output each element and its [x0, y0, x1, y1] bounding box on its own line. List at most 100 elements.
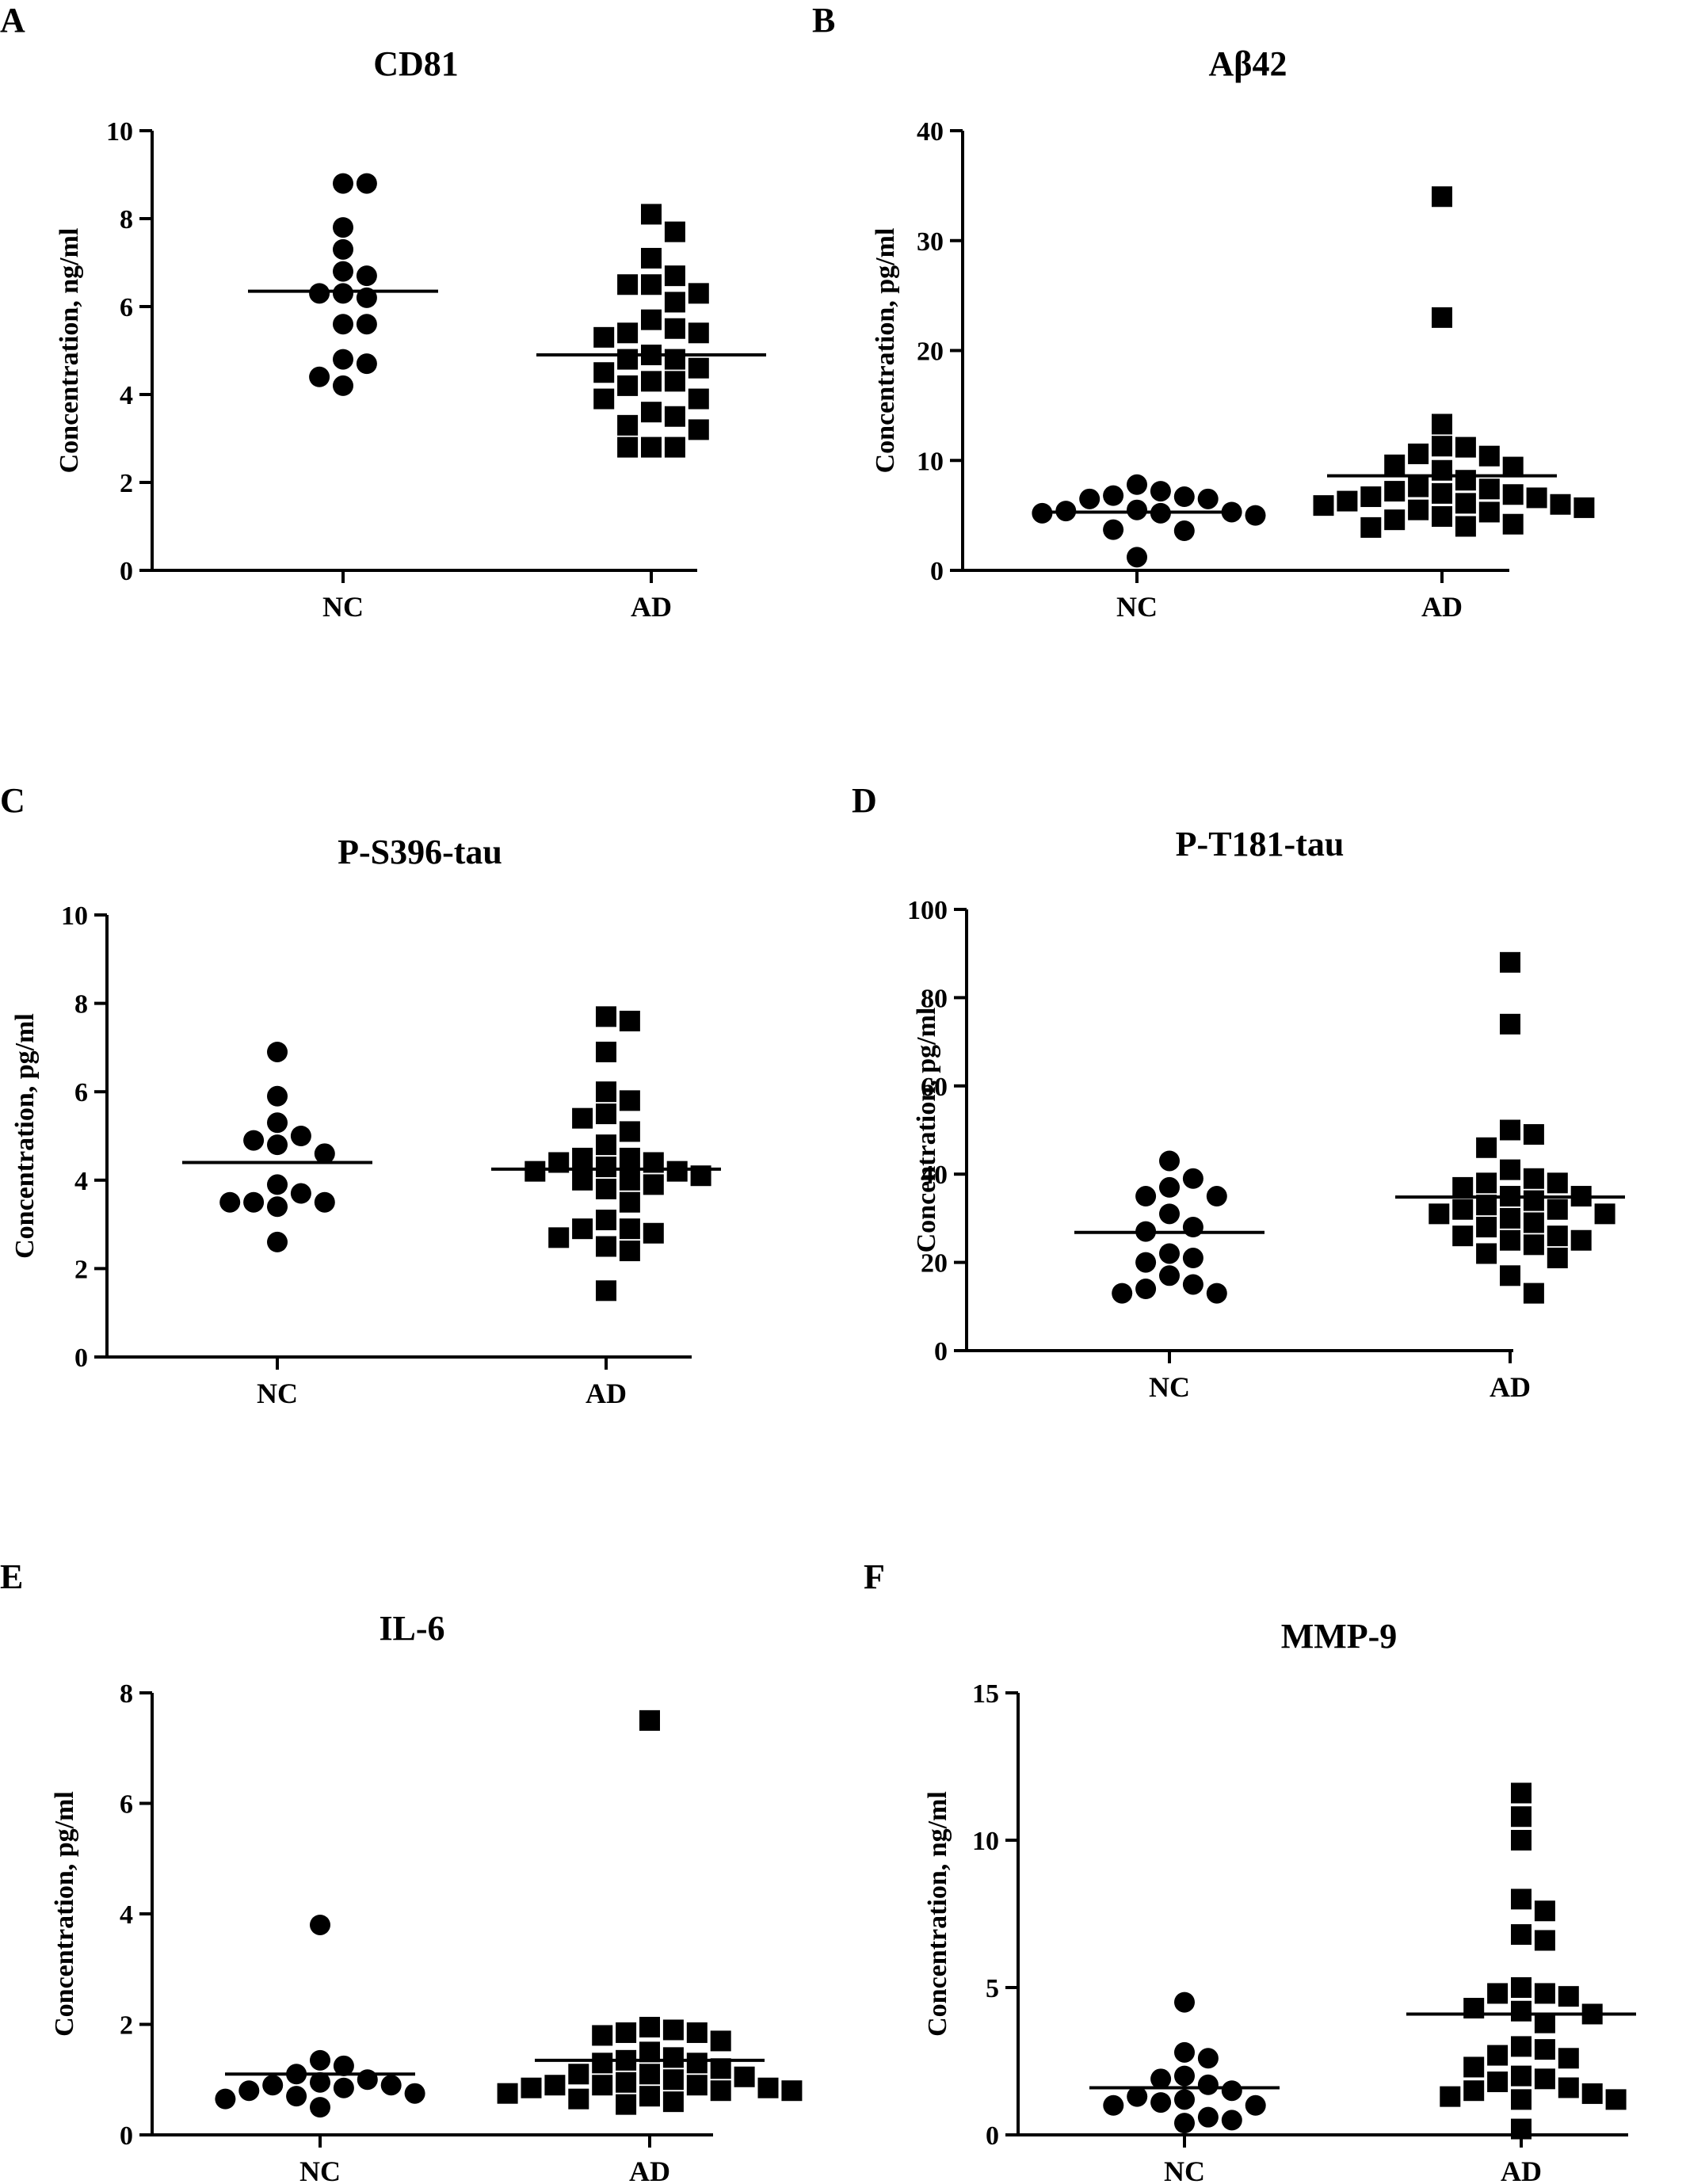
y-axis-label: Concentration, pg/ml: [10, 1013, 40, 1259]
y-tick-label: 100: [907, 896, 948, 925]
data-point-ad: [1511, 2065, 1532, 2087]
y-tick-label: 80: [921, 984, 948, 1013]
data-point-ad: [616, 2022, 637, 2043]
data-point-ad: [1384, 454, 1406, 475]
data-point-ad: [1500, 1207, 1520, 1229]
data-point-nc: [262, 2075, 284, 2096]
data-point-ad: [596, 1103, 616, 1125]
data-point-ad: [1313, 495, 1334, 516]
data-point-ad: [639, 2064, 660, 2085]
data-point-ad: [1432, 186, 1452, 208]
data-point-nc: [1173, 486, 1195, 508]
panel-F: F MMP-9 Concentration, ng/ml 0 5 10 15 NC AD: [864, 1557, 1636, 2184]
data-point-ad: [662, 2019, 684, 2041]
data-point-nc: [356, 173, 377, 194]
panel-E: E IL-6 Concentration, pg/ml 0 2 4 6 8 NC AD: [0, 1557, 803, 2184]
data-point-nc: [404, 2083, 425, 2104]
data-point-ad: [1523, 1212, 1544, 1233]
data-point-nc: [1173, 520, 1195, 542]
data-point-ad: [1511, 1924, 1532, 1946]
data-point-ad: [1476, 1137, 1497, 1158]
panel-letter: C: [0, 781, 25, 820]
data-point-nc: [1197, 2106, 1219, 2128]
data-point-ad: [1440, 2086, 1461, 2107]
data-point-ad: [1500, 951, 1520, 973]
panel-B: B Aβ42 Concentration, pg/ml 0 10 20 30 40 NC AD: [812, 1, 1595, 623]
data-point-ad: [1476, 1172, 1497, 1194]
data-point-ad: [688, 419, 709, 440]
data-point-nc: [1103, 2094, 1124, 2116]
data-point-nc: [310, 2049, 330, 2071]
data-point-ad: [617, 322, 639, 344]
data-point-ad: [617, 274, 639, 295]
data-point-ad: [643, 1174, 664, 1195]
data-point-ad: [596, 1006, 616, 1027]
data-point-ad: [1534, 1930, 1555, 1951]
x-tick-label: AD: [1421, 591, 1463, 623]
data-point-ad: [1478, 445, 1500, 467]
data-point-nc: [1159, 1265, 1180, 1286]
data-point-ad: [664, 436, 685, 458]
data-point-ad: [1523, 1190, 1544, 1211]
y-tick-label: 0: [934, 1337, 948, 1366]
x-tick-label: AD: [629, 2155, 670, 2184]
y-axis-label: Concentration, pg/ml: [912, 1008, 941, 1253]
data-point-ad: [686, 2022, 708, 2043]
data-point-ad: [596, 1041, 616, 1062]
data-point-nc: [356, 314, 377, 335]
x-tick-label: AD: [1490, 1371, 1531, 1403]
data-point-ad: [1547, 1225, 1568, 1247]
data-point-ad: [497, 2083, 518, 2104]
data-point-nc: [1174, 2089, 1195, 2110]
data-point-nc: [290, 1183, 311, 1204]
panel-C: C P-S396-tau Concentration, pg/ml 0 2 4 6 8 10 NC…: [0, 781, 721, 1409]
data-point-ad: [688, 388, 709, 410]
y-tick-label: 2: [120, 469, 133, 498]
data-point-ad: [619, 1121, 640, 1142]
data-point-nc: [1112, 1283, 1133, 1304]
y-tick-label: 4: [120, 1900, 133, 1930]
data-point-ad: [1547, 1199, 1568, 1220]
panel-letter: A: [0, 1, 25, 40]
data-point-ad: [1570, 1229, 1592, 1251]
data-point-nc: [1174, 1992, 1195, 2013]
data-point-ad: [664, 406, 685, 427]
data-point-ad: [641, 204, 662, 225]
data-point-ad: [619, 1191, 640, 1213]
y-tick-label: 10: [972, 1827, 999, 1856]
chart-title: P-S396-tau: [338, 833, 502, 871]
data-point-ad: [1487, 1983, 1509, 2004]
data-point-nc: [1245, 2094, 1266, 2116]
data-point-nc: [310, 2097, 330, 2118]
y-tick-label: 30: [917, 227, 944, 257]
data-point-ad: [1500, 1159, 1520, 1180]
data-point-ad: [1429, 1203, 1450, 1225]
data-point-nc: [333, 314, 353, 335]
data-point-ad: [1408, 443, 1429, 464]
data-point-ad: [688, 283, 709, 304]
data-point-ad: [1511, 2000, 1532, 2022]
data-point-ad: [666, 1161, 688, 1182]
data-point-ad: [1511, 1806, 1532, 1828]
data-point-ad: [664, 349, 685, 370]
data-point-nc: [1159, 1150, 1180, 1172]
x-tick-label: NC: [299, 2155, 341, 2184]
data-point-ad: [662, 2069, 684, 2091]
data-point-ad: [568, 2064, 589, 2085]
data-point-nc: [219, 1191, 241, 1213]
data-point-nc: [310, 1914, 330, 1935]
data-point-ad: [664, 371, 685, 392]
x-tick-label: NC: [1149, 1371, 1190, 1403]
data-point-ad: [1452, 1199, 1474, 1220]
data-point-ad: [1511, 2118, 1532, 2140]
data-point-ad: [1432, 414, 1452, 435]
data-point-ad: [1337, 490, 1358, 512]
data-point-ad: [1384, 481, 1406, 502]
data-point-ad: [1550, 494, 1571, 515]
panel-A: A CD81 Concentration, ng/ml 0 2 4 6 8 10 NC AD: [0, 1, 766, 623]
data-point-nc: [333, 238, 353, 260]
data-point-ad: [662, 2091, 684, 2113]
data-point-nc: [1127, 474, 1147, 495]
data-point-nc: [1197, 2048, 1219, 2069]
